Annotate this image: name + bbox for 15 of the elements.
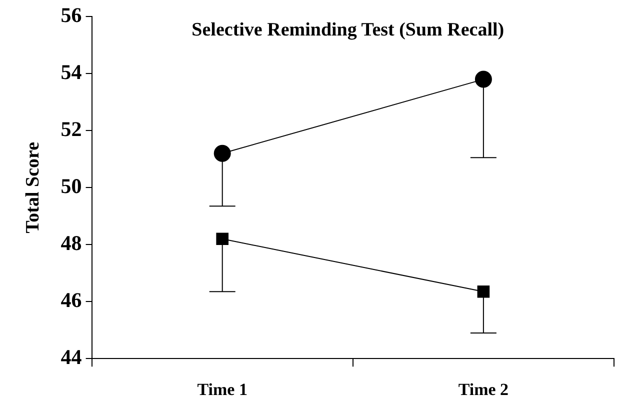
point bbox=[214, 144, 231, 162]
y-axis-title: Total Score bbox=[22, 142, 44, 234]
y-tick-label: 44 bbox=[60, 345, 82, 370]
x-tick-label: Time 2 bbox=[458, 380, 509, 400]
y-tick-label: 52 bbox=[60, 117, 82, 142]
x-tick-label: Time 1 bbox=[197, 380, 248, 400]
y-tick-label: 56 bbox=[60, 3, 82, 28]
y-tick-label: 50 bbox=[60, 174, 82, 198]
y-tick-label: 46 bbox=[60, 288, 82, 312]
point bbox=[216, 232, 229, 246]
point bbox=[477, 285, 490, 298]
chart-title: Selective Reminding Test (Sum Recall) bbox=[192, 20, 504, 41]
y-tick-label: 48 bbox=[60, 231, 82, 256]
y-tick-label: 54 bbox=[60, 60, 82, 84]
point bbox=[474, 70, 492, 88]
